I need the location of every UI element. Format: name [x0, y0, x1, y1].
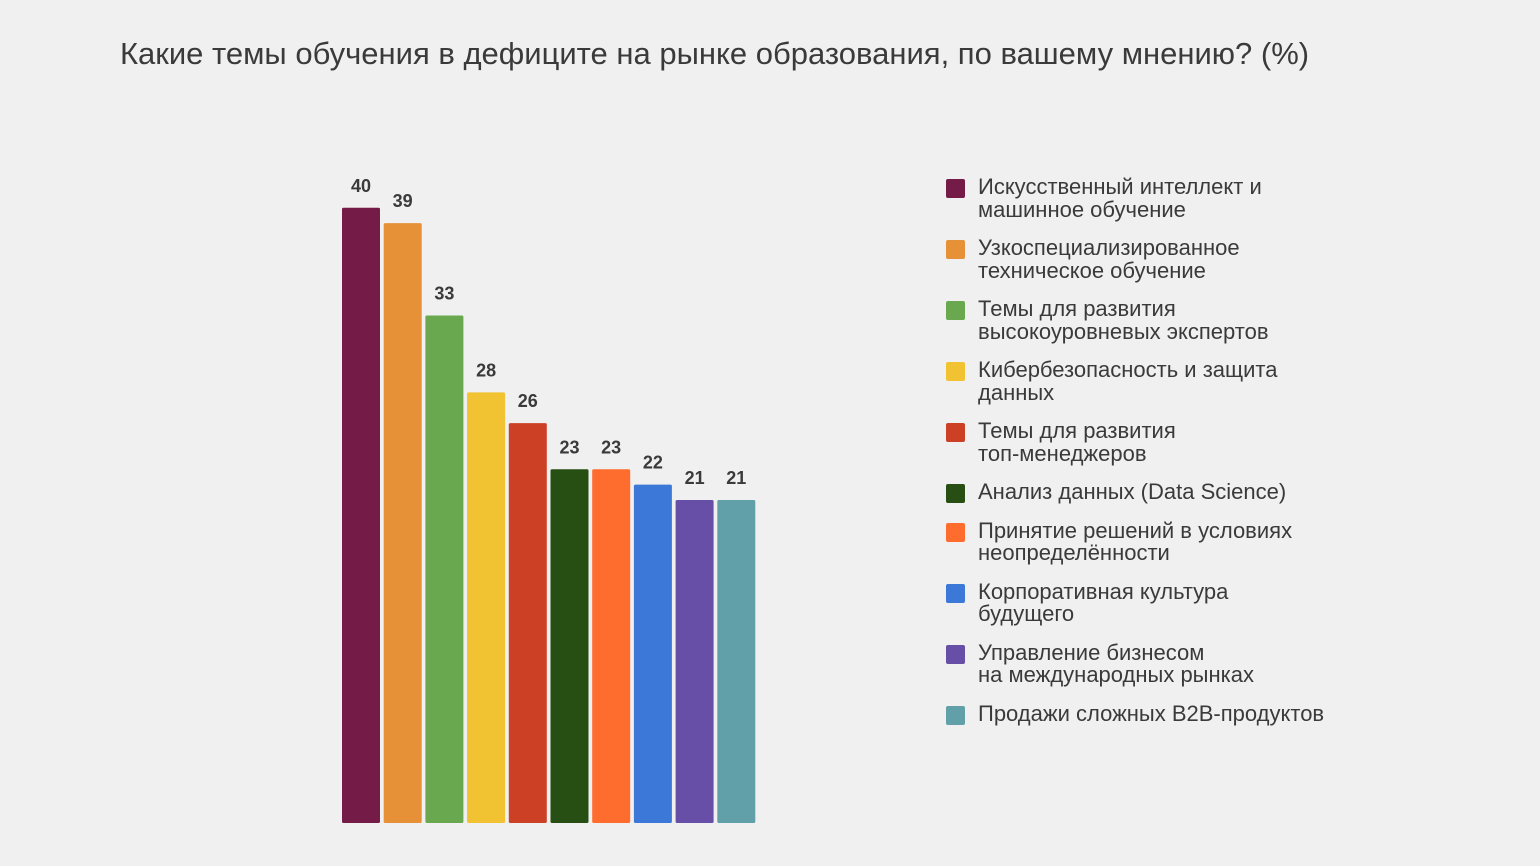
legend-label: Корпоративная культура будущего — [978, 578, 1229, 626]
legend-label: Продажи сложных B2B-продуктов — [978, 700, 1325, 726]
legend-label: Узкоспециализированное техническое обуче… — [978, 235, 1240, 283]
legend-label: Принятие решений в условиях неопределённ… — [978, 517, 1293, 565]
bar-8 — [633, 484, 672, 823]
legend-swatch — [946, 644, 965, 664]
bar-4 — [467, 392, 506, 823]
bar-value-label: 23 — [601, 437, 621, 457]
bar-9 — [675, 500, 714, 823]
bar-7 — [592, 469, 631, 823]
legend-item: Принятие решений в условиях неопределённ… — [946, 517, 1398, 565]
legend-swatch — [946, 240, 965, 259]
chart-legend: Искусственный интеллект и машинное обуче… — [946, 174, 1398, 741]
bar-2 — [383, 223, 422, 823]
legend-item: Темы для развития топ-менеджеров — [946, 418, 1398, 466]
legend-label: Темы для развития топ-менеджеров — [978, 418, 1176, 466]
bar-value-label: 39 — [393, 191, 413, 211]
legend-swatch — [946, 484, 965, 503]
bar-value-label: 28 — [476, 360, 496, 380]
chart-title: Какие темы обучения в дефиците на рынке … — [120, 36, 1310, 71]
legend-item: Корпоративная культура будущего — [946, 578, 1398, 626]
legend-label: Кибербезопасность и защита данных — [978, 357, 1278, 405]
bar-10 — [717, 500, 756, 823]
legend-swatch — [946, 301, 965, 320]
bar-value-label: 23 — [559, 437, 579, 457]
bar-3 — [425, 315, 464, 823]
legend-item: Управление бизнесом на международных рын… — [946, 639, 1398, 687]
legend-label: Искусственный интеллект и машинное обуче… — [978, 174, 1262, 222]
legend-label: Темы для развития высокоуровневых экспер… — [978, 296, 1269, 344]
legend-item: Темы для развития высокоуровневых экспер… — [946, 296, 1398, 344]
bar-value-label: 33 — [434, 283, 454, 303]
legend-item: Кибербезопасность и защита данных — [946, 357, 1398, 405]
legend-item: Узкоспециализированное техническое обуче… — [946, 235, 1398, 283]
legend-label: Управление бизнесом на международных рын… — [978, 639, 1254, 687]
bar-value-label: 26 — [518, 391, 538, 411]
bar-value-label: 22 — [643, 453, 663, 473]
legend-item: Искусственный интеллект и машинное обуче… — [946, 174, 1398, 222]
bar-1 — [342, 207, 380, 824]
legend-swatch — [946, 705, 965, 725]
legend-swatch — [946, 423, 965, 442]
legend-item: Продажи сложных B2B-продуктов — [946, 700, 1398, 726]
legend-item: Анализ данных (Data Science) — [946, 479, 1398, 504]
legend-swatch — [946, 362, 965, 381]
bar-chart: 40 39 33 28 26 23 23 22 21 21 — [342, 176, 756, 824]
legend-swatch — [946, 522, 965, 542]
bar-value-label: 40 — [351, 176, 371, 196]
legend-swatch — [946, 179, 965, 198]
bar-value-label: 21 — [726, 468, 746, 488]
legend-swatch — [946, 583, 965, 603]
bar-5 — [508, 423, 547, 823]
legend-label: Анализ данных (Data Science) — [978, 479, 1287, 504]
bar-value-label: 21 — [685, 468, 705, 488]
bar-6 — [550, 469, 589, 823]
